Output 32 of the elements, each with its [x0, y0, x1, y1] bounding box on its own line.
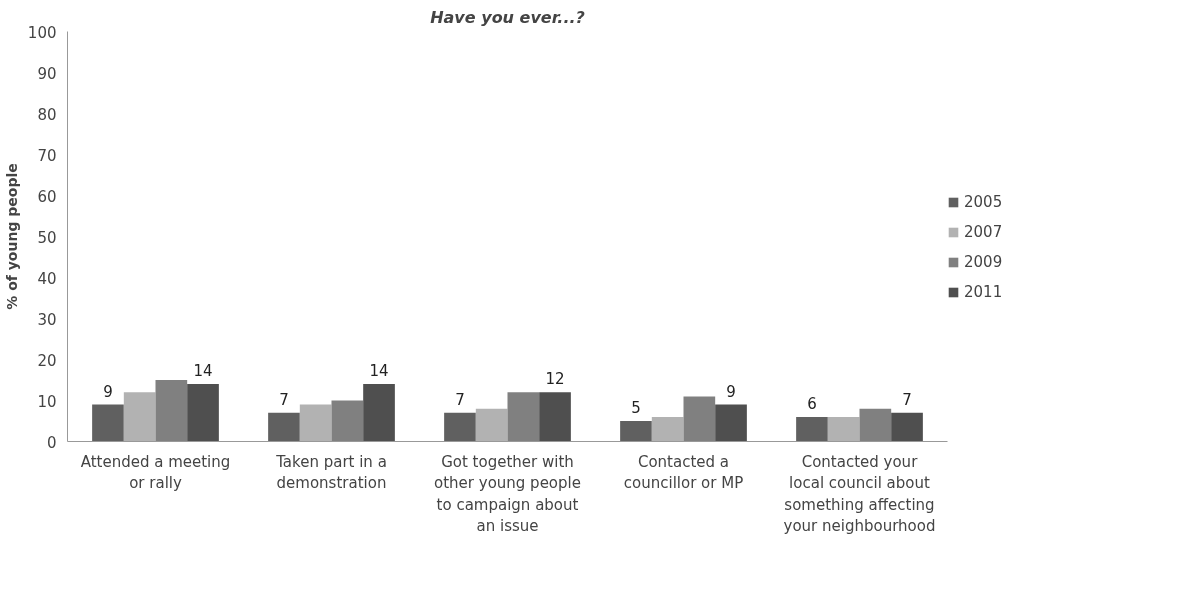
x-tick-label: Taken part in a demonstration — [275, 452, 387, 493]
data-label: 9 — [726, 382, 736, 401]
data-label: 7 — [279, 390, 289, 409]
legend-label: 2007 — [964, 223, 1004, 241]
chart-title: Have you ever...? — [430, 7, 585, 27]
data-label: 5 — [631, 399, 641, 417]
legend-label: 2011 — [964, 283, 1004, 301]
x-tick-label: Attended a meeting or rally — [80, 452, 231, 493]
y-tick-label: 20 — [37, 351, 57, 370]
data-label: 14 — [193, 362, 213, 381]
y-tick-label: 80 — [37, 105, 57, 124]
y-tick-label: 70 — [37, 146, 57, 165]
x-tick-label: Got together with other young people to campaign about an issue — [434, 452, 581, 536]
data-label: 12 — [545, 370, 565, 389]
y-tick-label: 0 — [46, 433, 57, 452]
y-tick-label: 100 — [27, 23, 57, 42]
legend-label: 2009 — [964, 253, 1004, 271]
y-tick-label: 10 — [37, 392, 57, 411]
y-tick-label: 60 — [37, 187, 57, 206]
legend-label: 2005 — [964, 193, 1004, 211]
x-tick-label: Contacted your local council about something affecting your neighbourhood — [783, 452, 936, 536]
y-tick-label: 90 — [37, 64, 57, 83]
y-axis-title: % of young people — [3, 163, 20, 310]
data-label: 7 — [902, 390, 912, 409]
y-tick-label: 30 — [37, 310, 57, 329]
data-label: 9 — [103, 382, 113, 401]
data-label: 6 — [807, 394, 817, 413]
x-tick-label: Contacted a councillor or MP — [623, 452, 744, 493]
y-tick-label: 40 — [37, 269, 57, 288]
data-label: 14 — [369, 362, 389, 381]
y-tick-label: 50 — [37, 228, 57, 247]
data-label: 7 — [455, 390, 465, 409]
